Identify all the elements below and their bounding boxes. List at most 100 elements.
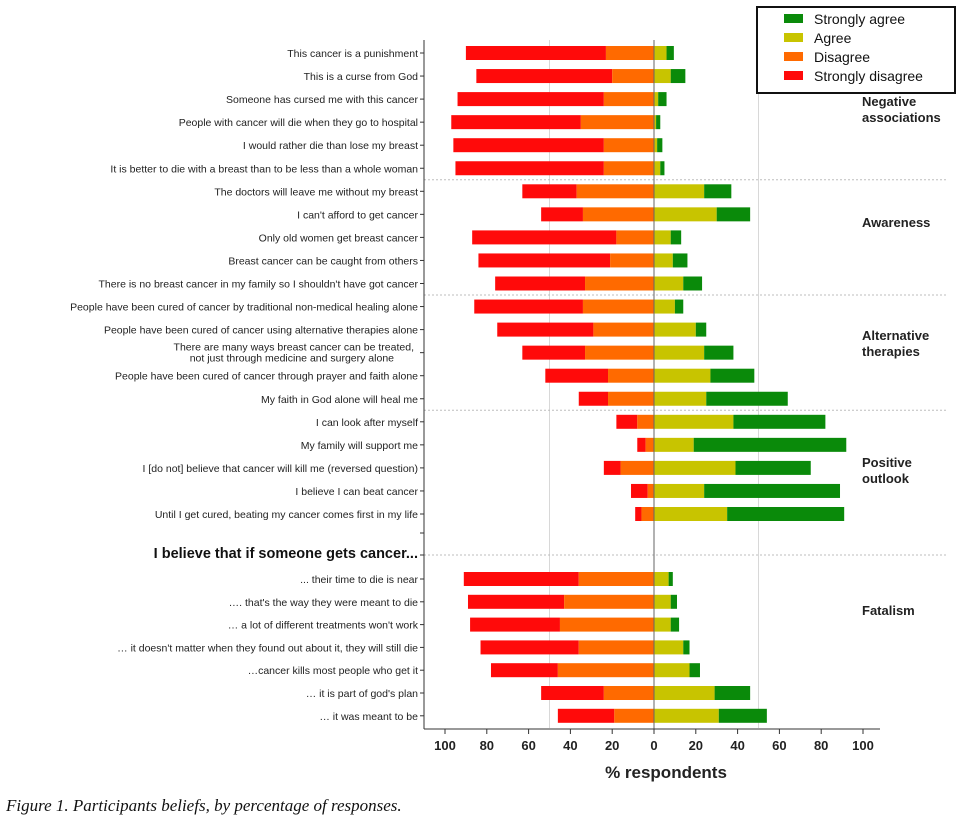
category-label: There are many ways breast cancer can be…: [174, 342, 414, 354]
bar-strongly-agree: [718, 708, 767, 723]
bar-strongly-disagree: [557, 708, 615, 723]
bar-disagree: [564, 594, 654, 609]
x-tick-label: 20: [605, 738, 619, 753]
bar-disagree: [614, 708, 654, 723]
bar-agree: [654, 345, 705, 360]
bar-agree: [654, 69, 671, 84]
figure-caption: Figure 1. Participants beliefs, by perce…: [6, 796, 402, 815]
bar-disagree: [582, 299, 654, 314]
legend-label: Disagree: [814, 49, 870, 65]
bar-agree: [654, 507, 728, 521]
x-tick-label: 20: [689, 738, 703, 753]
group-label: Positive: [862, 455, 912, 470]
category-label: Until I get cured, beating my cancer com…: [155, 509, 418, 521]
bar-agree: [654, 322, 696, 337]
bar-disagree: [608, 391, 654, 406]
bar-disagree: [578, 640, 654, 655]
category-label: My family will support me: [301, 440, 418, 452]
category-labels: This cancer is a punishment This is a cur…: [70, 48, 424, 723]
category-label: …cancer kills most people who get it: [248, 665, 418, 677]
bar-disagree: [576, 184, 654, 199]
bar-strongly-agree: [714, 686, 751, 700]
bar-strongly-agree: [716, 207, 751, 222]
bar-agree: [654, 663, 690, 678]
bar-agree: [654, 230, 671, 245]
bar-agree: [654, 708, 719, 723]
x-tick-label: 100: [852, 738, 874, 753]
bar-agree: [654, 391, 707, 406]
legend-label: Strongly disagree: [814, 68, 923, 84]
bar-strongly-disagree: [463, 572, 579, 586]
axes-layer: 100 80 60 40 20 0 20 40 60 80 100: [423, 40, 880, 753]
bar-strongly-agree: [666, 46, 674, 60]
category-label: Someone has cursed me with this cancer: [226, 94, 419, 106]
x-tick-label: 0: [650, 738, 657, 753]
category-label: … a lot of different treatments won't wo…: [228, 620, 419, 632]
bar-agree: [654, 161, 661, 176]
bar-strongly-disagree: [470, 617, 560, 632]
bar-agree: [654, 138, 658, 153]
category-label: Only old women get breast cancer: [259, 232, 419, 244]
group-label: Alternative: [862, 328, 929, 343]
category-label: People have been cured of cancer by trad…: [70, 302, 418, 314]
bar-disagree: [582, 207, 654, 222]
bar-strongly-agree: [660, 161, 665, 176]
category-label: I would rather die than lose my breast: [243, 140, 418, 152]
bar-strongly-agree: [670, 230, 682, 245]
bar-disagree: [645, 437, 654, 452]
bar-strongly-disagree: [603, 460, 621, 475]
bar-strongly-agree: [657, 138, 663, 153]
x-tick-label: 80: [814, 738, 828, 753]
bar-strongly-disagree: [616, 414, 638, 429]
category-label: The doctors will leave me without my bre…: [214, 186, 418, 198]
group-label: Awareness: [862, 215, 930, 230]
bar-strongly-disagree: [467, 594, 565, 609]
bar-strongly-disagree: [495, 276, 586, 291]
bar-agree: [654, 686, 715, 700]
bar-strongly-agree: [710, 368, 755, 383]
bar-strongly-disagree: [635, 507, 642, 521]
legend-label: Agree: [814, 30, 852, 46]
bar-disagree: [603, 138, 654, 153]
bar-agree: [654, 572, 669, 586]
bar-strongly-agree: [672, 253, 688, 268]
bar-strongly-agree: [683, 640, 690, 655]
bar-strongly-disagree: [631, 483, 648, 498]
bars-layer: [451, 46, 847, 723]
bar-disagree: [603, 92, 654, 107]
bar-agree: [654, 414, 734, 429]
bar-strongly-agree: [670, 594, 677, 609]
bar-agree: [654, 640, 684, 655]
bar-strongly-disagree: [451, 115, 581, 130]
category-label: This cancer is a punishment: [287, 48, 418, 60]
x-tick-label: 80: [480, 738, 494, 753]
bar-strongly-agree: [704, 345, 734, 360]
x-tick-label: 40: [563, 738, 577, 753]
bar-strongly-agree: [727, 507, 845, 521]
bar-agree: [654, 115, 657, 130]
x-axis-title: % respondents: [605, 763, 727, 782]
bar-strongly-agree: [695, 322, 707, 337]
bar-strongly-disagree: [541, 686, 604, 700]
category-label: …. that's the way they were meant to die: [229, 597, 419, 609]
bar-agree: [654, 594, 671, 609]
bar-strongly-agree: [668, 572, 673, 586]
bar-disagree: [647, 483, 654, 498]
bar-disagree: [610, 253, 654, 268]
bar-agree: [654, 460, 736, 475]
bar-disagree: [616, 230, 654, 245]
bar-strongly-agree: [674, 299, 684, 314]
bar-strongly-agree: [693, 437, 847, 452]
category-label: I believe I can beat cancer: [295, 486, 418, 498]
category-label: ... their time to die is near: [300, 574, 418, 586]
bar-agree: [654, 368, 711, 383]
bar-strongly-disagree: [453, 138, 604, 153]
bar-strongly-agree: [670, 69, 686, 84]
bar-agree: [654, 46, 667, 60]
bar-disagree: [603, 161, 654, 176]
bar-strongly-disagree: [457, 92, 604, 107]
legend-swatch: [784, 33, 803, 42]
group-label: associations: [862, 110, 941, 125]
bar-strongly-disagree: [476, 69, 613, 84]
